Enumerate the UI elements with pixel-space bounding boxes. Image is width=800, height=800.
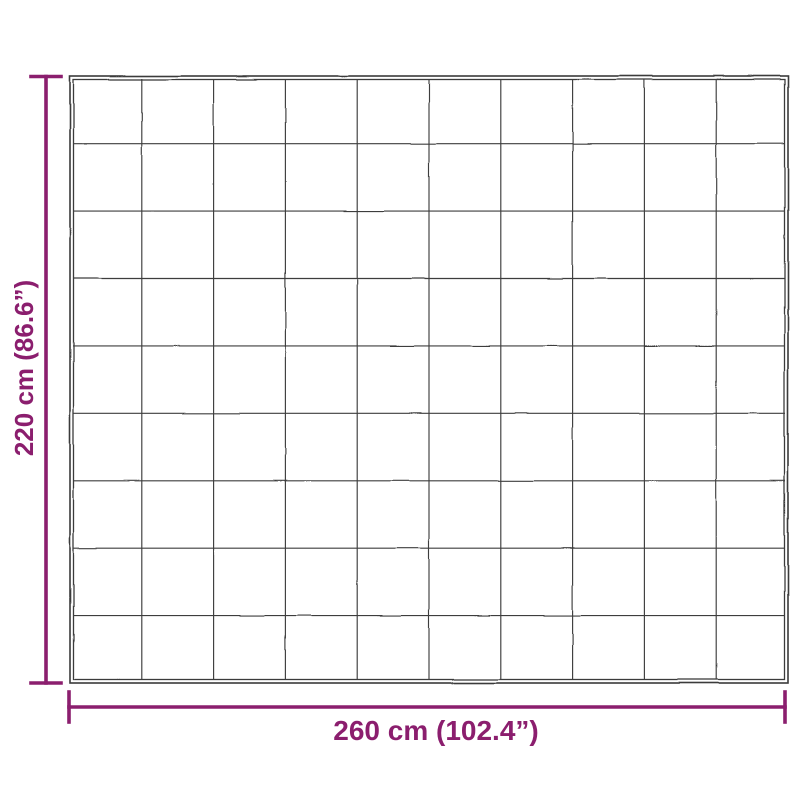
svg-text:220 cm (86.6”): 220 cm (86.6”)	[9, 280, 39, 456]
svg-text:260 cm (102.4”): 260 cm (102.4”)	[333, 715, 538, 746]
